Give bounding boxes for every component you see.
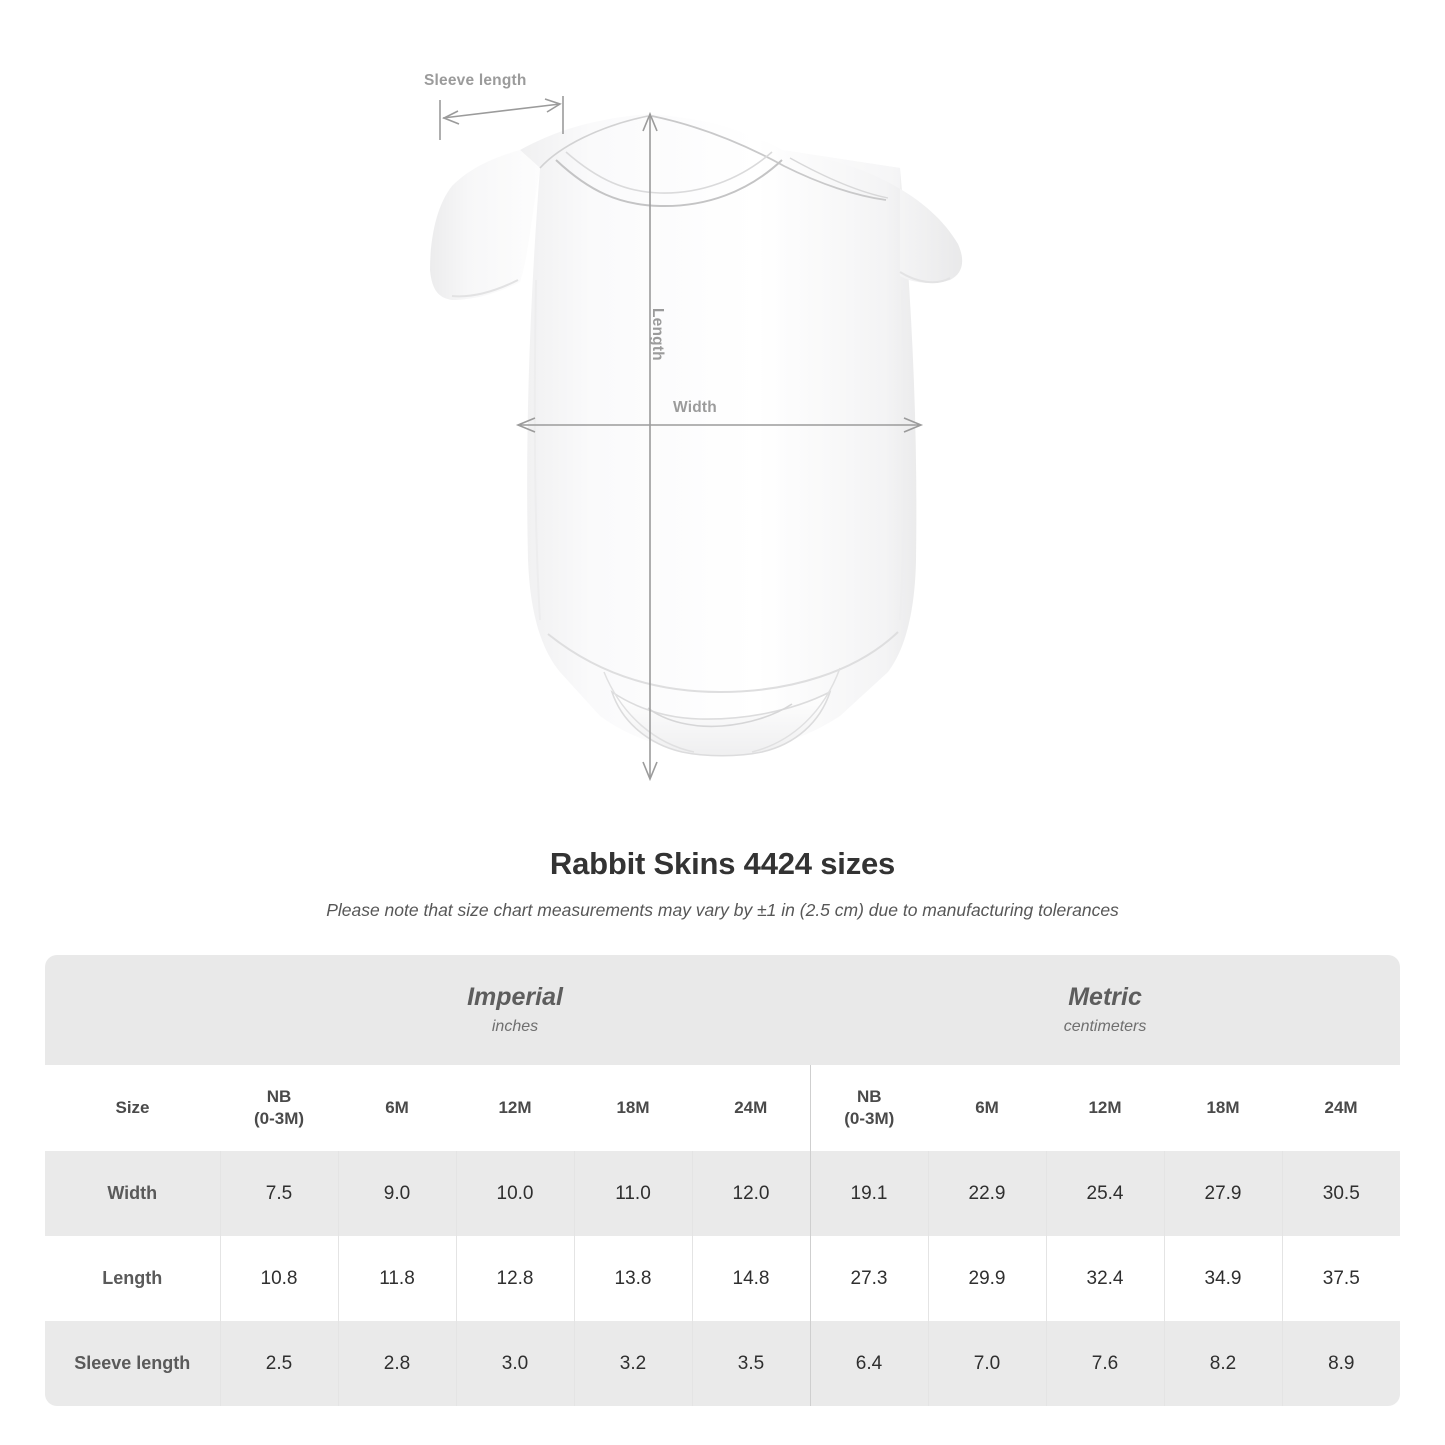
cell-length-metric-24m: 37.5 <box>1281 1236 1401 1321</box>
width-label: Width <box>673 399 717 416</box>
column-header-metric-18m: 18M <box>1164 1065 1283 1151</box>
column-header-size: Size <box>45 1065 220 1151</box>
crotch-flap <box>610 690 832 757</box>
width-arrow-right-head <box>903 417 924 433</box>
col-label-met-0: NB (0-3M) <box>844 1086 895 1128</box>
right-sleeve <box>782 150 963 283</box>
right-sleeve-hem <box>899 271 951 284</box>
unit-metric-name: Metric <box>1068 982 1142 1011</box>
sleeve-arrow-right-head <box>544 98 562 113</box>
left-body-fold <box>533 279 541 621</box>
size-chart-table-wrapper: Imperial inches Metric centimeters Size … <box>45 955 1401 1406</box>
cell-sleeve-metric-6m: 7.0 <box>927 1321 1047 1406</box>
row-label-sleeve-length: Sleeve length <box>45 1321 220 1406</box>
cell-length-metric-12m: 32.4 <box>1045 1236 1165 1321</box>
column-header-imperial-12m: 12M <box>456 1065 574 1151</box>
cell-width-imperial-12m: 10.0 <box>455 1151 574 1236</box>
cell-length-imperial-12m: 12.8 <box>455 1236 574 1321</box>
size-header-row: Size NB (0-3M) 6M 12M 18M 24M NB (0-3M) 6M… <box>45 1065 1401 1151</box>
cell-width-imperial-18m: 11.0 <box>573 1151 692 1236</box>
right-body-fold <box>899 289 906 621</box>
cell-length-imperial-18m: 13.8 <box>573 1236 692 1321</box>
cell-width-imperial-24m: 12.0 <box>691 1151 811 1236</box>
tolerance-note: Please note that size chart measurements… <box>326 900 1119 920</box>
table-row: Width 7.5 9.0 10.0 11.0 12.0 19.1 22.9 2… <box>45 1151 1401 1236</box>
row-label-length: Length <box>45 1236 220 1321</box>
table-row: Sleeve length 2.5 2.8 3.0 3.2 3.5 6.4 7.… <box>45 1321 1401 1406</box>
column-header-metric-6m: 6M <box>928 1065 1047 1151</box>
onesie-diagram <box>430 96 963 782</box>
width-arrow-left-head <box>515 417 536 433</box>
cell-sleeve-metric-18m: 8.2 <box>1163 1321 1283 1406</box>
column-header-metric-12m: 12M <box>1046 1065 1165 1151</box>
length-label: Length <box>649 308 666 361</box>
column-header-metric-nb: NB (0-3M) <box>809 1065 929 1151</box>
unit-imperial-name: Imperial <box>467 982 563 1011</box>
neckline-inner <box>565 151 773 194</box>
cell-sleeve-imperial-6m: 2.8 <box>337 1321 456 1406</box>
right-shoulder-fold <box>789 157 889 199</box>
length-arrow-bottom-head <box>642 761 658 782</box>
cell-width-metric-nb: 19.1 <box>809 1151 929 1236</box>
bodysuit-body <box>520 114 917 752</box>
column-header-imperial-nb: NB (0-3M) <box>220 1065 338 1151</box>
unit-imperial-cell: Imperial inches <box>220 955 811 1065</box>
right-shoulder-seam <box>651 115 887 201</box>
cell-sleeve-imperial-18m: 3.2 <box>573 1321 692 1406</box>
garment-illustration: Sleeve length Width Length <box>424 72 963 782</box>
chart-heading: Rabbit Skins 4424 sizes Please note that… <box>0 846 1445 921</box>
cell-width-imperial-6m: 9.0 <box>337 1151 456 1236</box>
column-header-imperial-24m: 24M <box>692 1065 811 1151</box>
crotch-snap-edge <box>647 703 793 728</box>
cell-width-metric-6m: 22.9 <box>927 1151 1047 1236</box>
hem-sweep <box>547 631 899 694</box>
size-chart-table: Imperial inches Metric centimeters Size … <box>45 955 1401 1406</box>
column-header-imperial-18m: 18M <box>574 1065 692 1151</box>
sleeve-length-label: Sleeve length <box>424 72 527 89</box>
cell-length-imperial-24m: 14.8 <box>691 1236 811 1321</box>
cell-length-metric-6m: 29.9 <box>927 1236 1047 1321</box>
row-label-width: Width <box>45 1151 220 1236</box>
length-arrow-top-head <box>642 111 658 132</box>
column-header-imperial-6m: 6M <box>338 1065 456 1151</box>
column-header-metric-24m: 24M <box>1282 1065 1401 1151</box>
unit-system-header-row: Imperial inches Metric centimeters <box>45 955 1401 1065</box>
crotch-outer-edge-right <box>751 667 841 753</box>
cell-length-metric-nb: 27.3 <box>809 1236 929 1321</box>
left-shoulder-seam <box>539 115 649 169</box>
neckline-outer <box>555 159 783 208</box>
cell-sleeve-metric-24m: 8.9 <box>1281 1321 1401 1406</box>
left-sleeve-hem <box>451 279 519 298</box>
cell-length-imperial-nb: 10.8 <box>219 1236 338 1321</box>
unit-metric-sub: centimeters <box>1063 1018 1147 1036</box>
cell-sleeve-metric-nb: 6.4 <box>809 1321 929 1406</box>
col-label-imp-0: NB (0-3M) <box>253 1086 305 1128</box>
table-row: Length 10.8 11.8 12.8 13.8 14.8 27.3 29.… <box>45 1236 1401 1321</box>
unit-metric-cell: Metric centimeters <box>810 955 1401 1065</box>
sleeve-dim-line <box>442 103 561 119</box>
left-sleeve <box>430 150 540 300</box>
cell-width-metric-24m: 30.5 <box>1281 1151 1401 1236</box>
page-title: Rabbit Skins 4424 sizes <box>549 846 896 881</box>
unit-band-spacer <box>45 955 220 1065</box>
cell-sleeve-imperial-12m: 3.0 <box>455 1321 574 1406</box>
cell-sleeve-imperial-nb: 2.5 <box>219 1321 338 1406</box>
cell-length-metric-18m: 34.9 <box>1163 1236 1283 1321</box>
cell-width-imperial-nb: 7.5 <box>219 1151 338 1236</box>
cell-sleeve-imperial-24m: 3.5 <box>691 1321 811 1406</box>
crotch-outer-edge <box>603 671 695 753</box>
cell-sleeve-metric-12m: 7.6 <box>1045 1321 1165 1406</box>
sleeve-arrow-left-head <box>442 110 460 125</box>
cell-width-metric-18m: 27.9 <box>1163 1151 1283 1236</box>
unit-imperial-sub: inches <box>491 1018 539 1036</box>
cell-length-imperial-6m: 11.8 <box>337 1236 456 1321</box>
cell-width-metric-12m: 25.4 <box>1045 1151 1165 1236</box>
